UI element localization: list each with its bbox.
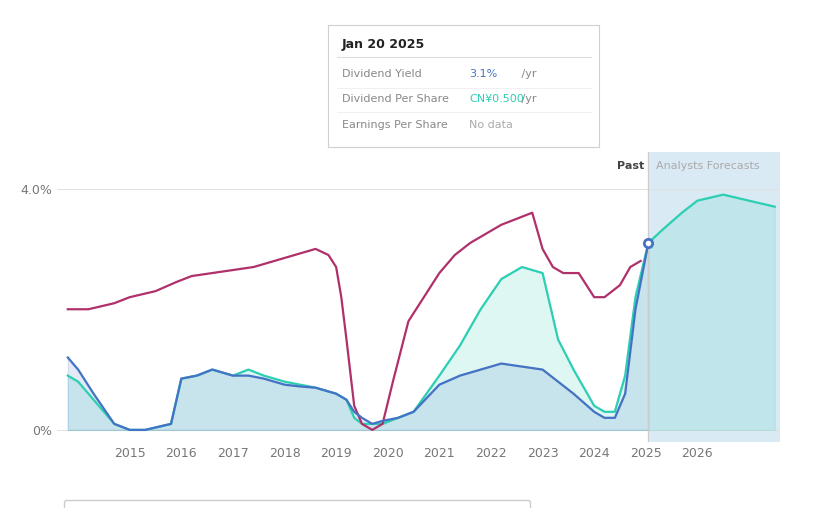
Text: 3.1%: 3.1% xyxy=(470,69,498,79)
Text: Jan 20 2025: Jan 20 2025 xyxy=(342,38,425,51)
Legend: Dividend Yield, Dividend Per Share, Earnings Per Share: Dividend Yield, Dividend Per Share, Earn… xyxy=(64,500,530,508)
Text: Analysts Forecasts: Analysts Forecasts xyxy=(656,161,759,171)
Text: CN¥0.500: CN¥0.500 xyxy=(470,93,524,104)
Text: /yr: /yr xyxy=(518,69,537,79)
Text: /yr: /yr xyxy=(518,93,537,104)
Bar xyxy=(649,152,780,442)
Text: Dividend Yield: Dividend Yield xyxy=(342,69,422,79)
Text: Past: Past xyxy=(617,161,644,171)
Text: Earnings Per Share: Earnings Per Share xyxy=(342,120,447,131)
Text: No data: No data xyxy=(470,120,513,131)
Text: Dividend Per Share: Dividend Per Share xyxy=(342,93,449,104)
